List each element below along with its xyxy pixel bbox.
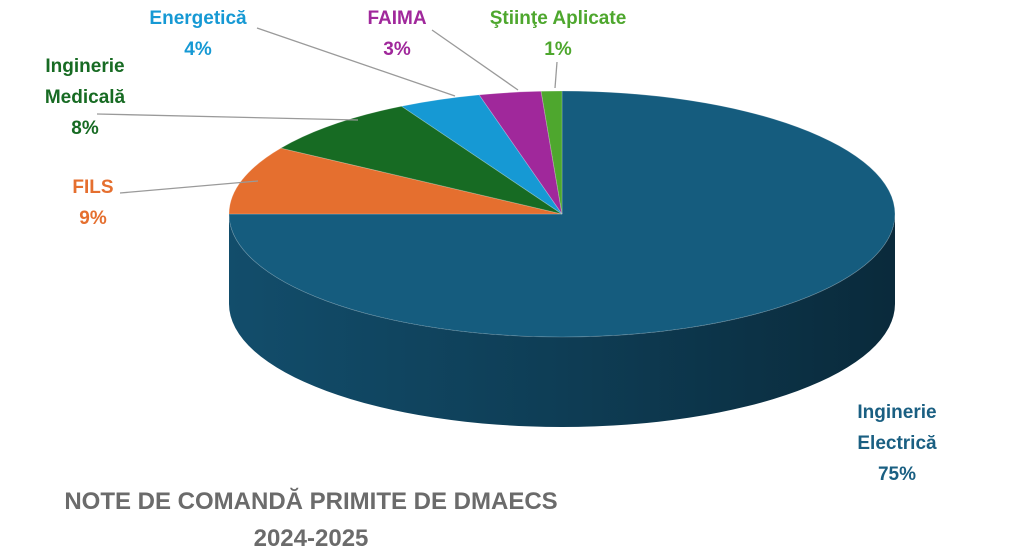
chart-title: NOTE DE COMANDĂ PRIMITE DE DMAECS xyxy=(64,487,557,515)
pie-slice xyxy=(279,105,563,215)
leader-line xyxy=(554,61,558,89)
pie-side xyxy=(229,214,895,427)
leader-line xyxy=(96,113,359,121)
slice-label: Inginerie Electrică 75% xyxy=(857,402,937,485)
pie-slice xyxy=(228,90,896,338)
chart-subtitle: 2024-2025 xyxy=(254,525,369,552)
leader-line xyxy=(256,27,456,97)
slice-label: FILS 9% xyxy=(72,177,113,229)
slice-label: Energetică 4% xyxy=(149,8,247,60)
slice-labels: Inginerie Electrică 75% FILS 9% Inginerie Medi… xyxy=(45,8,937,485)
pie-slice xyxy=(478,90,563,215)
slice-label: FAIMA 3% xyxy=(367,8,426,60)
leader-line xyxy=(431,29,519,91)
pie-slice xyxy=(400,94,563,215)
pie-slices xyxy=(228,90,896,338)
slice-label: Inginerie Medicală 8% xyxy=(45,56,126,139)
leader-line xyxy=(119,180,259,194)
slice-label: Ştiinţe Aplicate 1% xyxy=(490,8,627,60)
pie-slice xyxy=(540,90,563,215)
pie-slice xyxy=(228,147,563,215)
leader-lines xyxy=(96,27,558,194)
pie-side-wall xyxy=(229,214,895,427)
